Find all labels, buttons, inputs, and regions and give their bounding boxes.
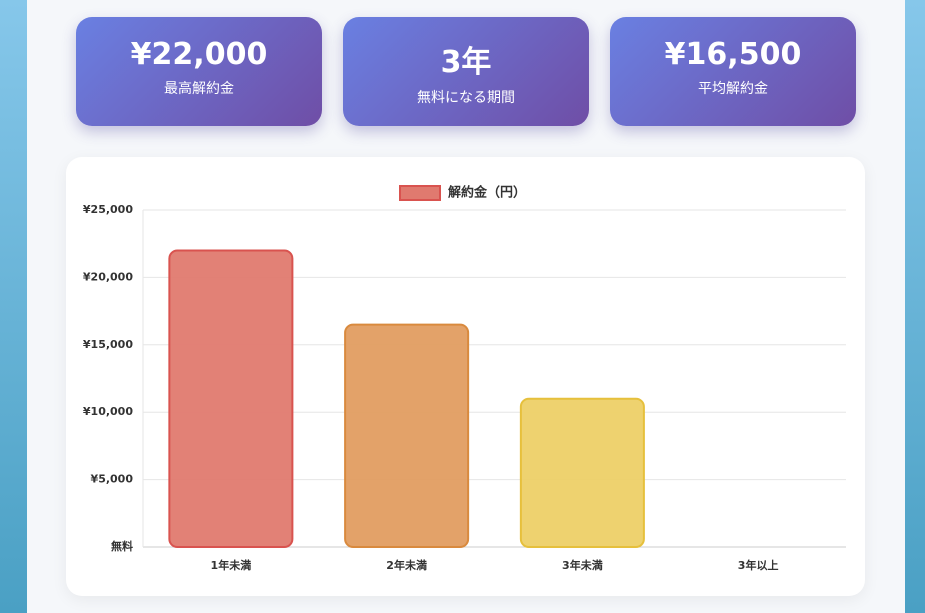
x-tick-label: 2年未満 <box>386 558 427 572</box>
stat-label: 平均解約金 <box>698 81 768 97</box>
y-tick-label: ¥20,000 <box>83 270 133 283</box>
x-tick-label: 3年以上 <box>738 558 779 572</box>
bar <box>519 397 645 548</box>
stat-value: ¥16,500 <box>664 37 802 72</box>
x-tick-label: 3年未満 <box>562 558 603 572</box>
stat-card: ¥16,500 平均解約金 <box>610 17 856 126</box>
bar <box>344 323 470 548</box>
stat-label: 最高解約金 <box>164 81 234 97</box>
stat-value: 3年 <box>440 45 492 80</box>
stat-card: ¥22,000 最高解約金 <box>76 17 322 126</box>
y-tick-label: ¥25,000 <box>83 203 133 216</box>
y-tick-label: 無料 <box>111 539 133 553</box>
stat-card: 3年 無料になる期間 <box>343 17 589 126</box>
y-tick-label: ¥5,000 <box>91 473 134 486</box>
y-tick-label: ¥10,000 <box>83 405 133 418</box>
bar <box>168 249 294 548</box>
stat-value: ¥22,000 <box>130 37 268 72</box>
stat-label: 無料になる期間 <box>417 90 515 106</box>
legend-swatch <box>399 185 441 201</box>
legend-label: 解約金（円） <box>447 185 526 201</box>
y-tick-label: ¥15,000 <box>83 338 133 351</box>
x-tick-label: 1年未満 <box>211 558 252 572</box>
